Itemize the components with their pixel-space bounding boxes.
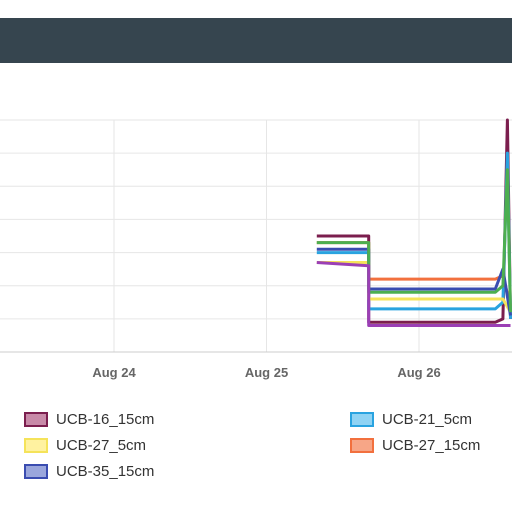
- legend-label: UCB-21_5cm: [382, 410, 473, 428]
- legend-label: UCB-27_5cm: [56, 436, 147, 454]
- series-line: [316, 247, 512, 316]
- legend-swatch: [24, 437, 48, 453]
- legend-item[interactable]: UCB-21_5cm: [350, 408, 472, 430]
- series-line: [316, 168, 512, 313]
- x-tick-label: Aug 26: [397, 365, 440, 380]
- legend-item[interactable]: UCB-16_15cm: [24, 408, 154, 430]
- series-line: [316, 118, 512, 324]
- series-line: [316, 261, 512, 313]
- legend-label: UCB-27_15cm: [382, 436, 481, 454]
- chart-header-bar: [0, 18, 512, 63]
- legend-swatch: [24, 411, 48, 427]
- legend-item[interactable]: UCB-27_5cm: [24, 434, 146, 456]
- legend-label: UCB-35_15cm: [56, 462, 155, 480]
- legend-swatch: [24, 463, 48, 479]
- chart-legend: UCB-16_15cm UCB-21_5cm UCB-27_5cm UCB-27_15…: [0, 400, 512, 510]
- legend-item[interactable]: UCB-27_15cm: [350, 434, 480, 456]
- x-tick-label: Aug 24: [92, 365, 136, 380]
- legend-label: UCB-16_15cm: [56, 410, 155, 428]
- legend-swatch: [350, 437, 374, 453]
- series-line: [316, 261, 511, 327]
- legend-swatch: [350, 411, 374, 427]
- legend-item[interactable]: UCB-35_15cm: [24, 460, 154, 482]
- x-tick-label: Aug 25: [245, 365, 288, 380]
